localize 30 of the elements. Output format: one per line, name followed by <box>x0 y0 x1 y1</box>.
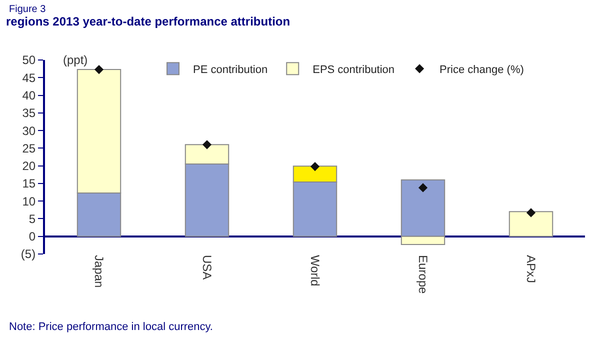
point <box>418 183 428 192</box>
y-tick-label: 10 <box>22 194 36 208</box>
y-tick-label: 40 <box>22 88 36 102</box>
x-tick-label: World <box>308 255 322 286</box>
x-tick-label: Europe <box>416 255 430 294</box>
y-tick-label: 20 <box>22 159 36 174</box>
point <box>202 140 212 150</box>
y-tick-label: 25 <box>22 141 36 156</box>
y-tick-label: 45 <box>22 70 36 85</box>
legend-label: EPS contribution <box>312 64 395 76</box>
x-tick-label: USA <box>200 255 214 280</box>
y-tick-label: 35 <box>22 106 36 120</box>
y-tick-label: 50 <box>22 53 36 68</box>
y-tick-label: 0 <box>28 230 36 244</box>
y-tick-label: 5 <box>28 212 36 226</box>
text: Note: Price performance in local currency. <box>9 321 213 333</box>
y-tick-label: (5) <box>20 247 36 262</box>
point <box>310 162 320 172</box>
legend-label: Price change (%) <box>440 64 524 76</box>
point <box>94 64 104 74</box>
point <box>526 208 536 218</box>
annotation: (ppt) <box>63 53 88 67</box>
chart-title: regions 2013 year-to-date performance attribution <box>6 14 290 28</box>
caption: Figure 3 <box>9 4 46 15</box>
y-tick-label: 15 <box>22 176 36 191</box>
x-tick-label: Japan <box>92 255 106 288</box>
legend-label: PE contribution <box>193 64 268 76</box>
bar <box>508 211 554 237</box>
x-tick-label: APxJ <box>524 255 538 284</box>
y-tick-label: 30 <box>22 124 36 138</box>
